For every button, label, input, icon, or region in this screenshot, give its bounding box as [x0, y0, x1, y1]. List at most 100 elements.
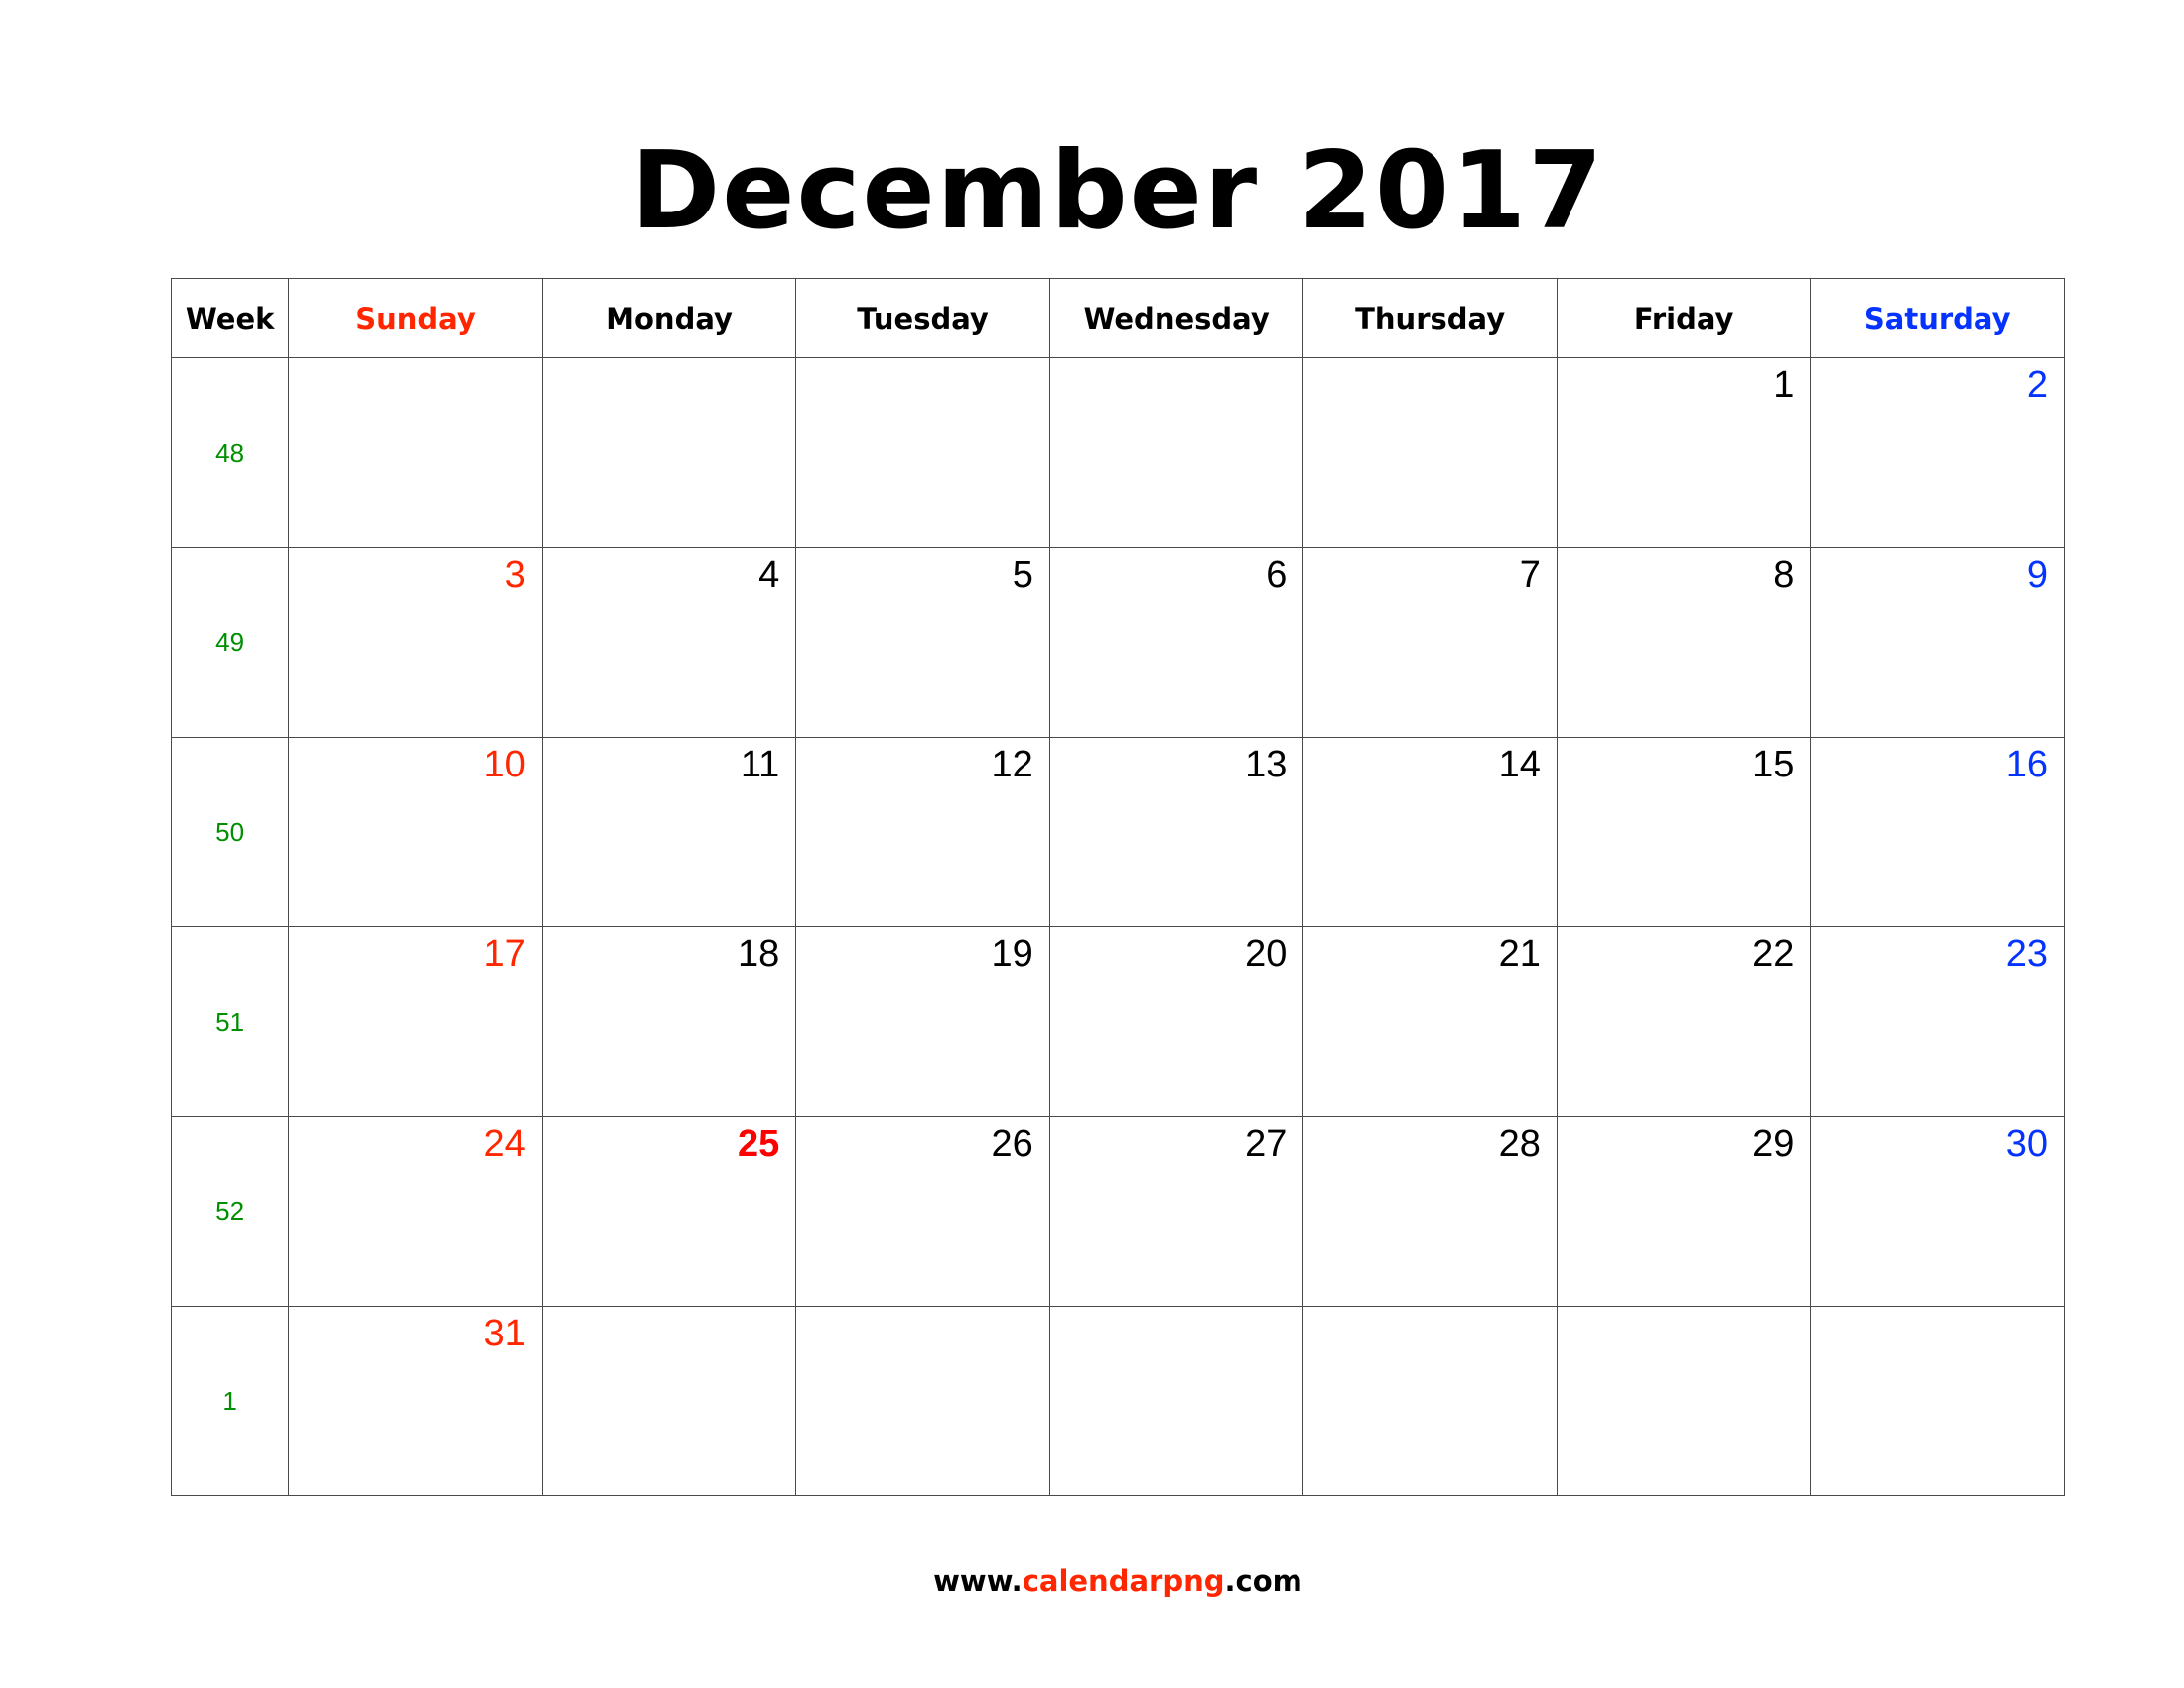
day-cell	[795, 1306, 1050, 1496]
day-cell: 23	[1810, 926, 2065, 1117]
day-number: 19	[991, 933, 1033, 975]
week-row: 52 24 25 26 27 28 29 30	[170, 1116, 2065, 1307]
week-row: 49 3 4 5 6 7 8 9	[170, 547, 2065, 738]
day-cell: 20	[1048, 926, 1304, 1117]
day-number: 3	[504, 554, 526, 596]
footer-url-prefix: www.	[933, 1564, 1023, 1598]
day-number	[289, 358, 542, 364]
day-cell: 1	[1556, 357, 1812, 548]
day-number: 22	[1752, 933, 1795, 975]
day-cell	[1810, 1306, 2065, 1496]
day-number	[1050, 1307, 1303, 1313]
day-cell: 2	[1810, 357, 2065, 548]
day-cell: 30	[1810, 1116, 2065, 1307]
day-number: 28	[1498, 1123, 1541, 1165]
day-cell: 29	[1556, 1116, 1812, 1307]
day-cell: 26	[795, 1116, 1050, 1307]
day-number: 31	[483, 1313, 526, 1354]
day-number: 6	[1266, 554, 1288, 596]
header-friday: Friday	[1556, 278, 1812, 358]
day-number: 13	[1245, 744, 1288, 785]
day-cell	[1302, 1306, 1558, 1496]
header-monday: Monday	[541, 278, 797, 358]
day-cell	[288, 357, 543, 548]
day-number	[1303, 1307, 1557, 1313]
header-sunday: Sunday	[288, 278, 543, 358]
week-row: 51 17 18 19 20 21 22 23	[170, 926, 2065, 1117]
week-number: 51	[170, 926, 290, 1117]
day-number: 11	[740, 744, 780, 785]
day-number: 29	[1752, 1123, 1795, 1165]
day-number	[796, 1307, 1049, 1313]
header-tuesday: Tuesday	[795, 278, 1050, 358]
day-number: 21	[1498, 933, 1541, 975]
day-number	[1811, 1307, 2064, 1313]
week-number: 49	[170, 547, 290, 738]
day-cell	[541, 357, 797, 548]
day-number: 14	[1498, 744, 1541, 785]
day-cell-holiday: 25	[541, 1116, 797, 1307]
day-cell	[1048, 1306, 1304, 1496]
header-week: Week	[170, 278, 290, 358]
week-row: 50 10 11 12 13 14 15 16	[170, 737, 2065, 927]
week-number: 1	[170, 1306, 290, 1496]
day-number: 18	[738, 933, 780, 975]
day-number	[543, 358, 796, 364]
day-cell: 27	[1048, 1116, 1304, 1307]
day-number: 2	[2026, 364, 2048, 406]
day-cell	[795, 357, 1050, 548]
day-number: 16	[2005, 744, 2048, 785]
header-thursday: Thursday	[1302, 278, 1558, 358]
day-cell: 14	[1302, 737, 1558, 927]
day-cell: 5	[795, 547, 1050, 738]
day-number: 30	[2005, 1123, 2048, 1165]
header-wednesday: Wednesday	[1048, 278, 1304, 358]
header-row: Week Sunday Monday Tuesday Wednesday Thu…	[170, 278, 2065, 358]
day-number: 8	[1773, 554, 1795, 596]
day-cell: 10	[288, 737, 543, 927]
day-number: 12	[991, 744, 1033, 785]
day-cell: 3	[288, 547, 543, 738]
footer-url-domain: calendarpng	[1022, 1564, 1225, 1598]
calendar-title: December 2017	[630, 129, 1605, 253]
day-cell: 6	[1048, 547, 1304, 738]
day-number: 26	[991, 1123, 1033, 1165]
week-row: 1 31	[170, 1306, 2065, 1496]
holiday-day-number: 25	[738, 1123, 780, 1165]
footer-url-suffix: .com	[1224, 1564, 1302, 1598]
header-saturday: Saturday	[1810, 278, 2065, 358]
day-cell	[1048, 357, 1304, 548]
day-number: 4	[758, 554, 780, 596]
week-row: 48 1 2	[170, 357, 2065, 548]
day-cell: 16	[1810, 737, 2065, 927]
day-number: 24	[483, 1123, 526, 1165]
day-cell: 9	[1810, 547, 2065, 738]
day-number: 5	[1012, 554, 1033, 596]
calendar-grid: Week Sunday Monday Tuesday Wednesday Thu…	[170, 278, 2065, 1496]
day-number: 20	[1245, 933, 1288, 975]
day-number	[1303, 358, 1557, 364]
day-number: 9	[2026, 554, 2048, 596]
week-number: 48	[170, 357, 290, 548]
day-number	[543, 1307, 796, 1313]
day-cell	[1556, 1306, 1812, 1496]
day-cell	[1302, 357, 1558, 548]
day-cell: 12	[795, 737, 1050, 927]
week-number: 50	[170, 737, 290, 927]
day-number	[1558, 1307, 1811, 1313]
day-cell: 15	[1556, 737, 1812, 927]
day-number	[1050, 358, 1303, 364]
day-cell: 17	[288, 926, 543, 1117]
day-number	[796, 358, 1049, 364]
day-number: 10	[483, 744, 526, 785]
day-cell: 31	[288, 1306, 543, 1496]
day-cell: 4	[541, 547, 797, 738]
day-cell: 7	[1302, 547, 1558, 738]
day-cell: 8	[1556, 547, 1812, 738]
day-cell: 28	[1302, 1116, 1558, 1307]
day-number: 23	[2005, 933, 2048, 975]
day-cell: 24	[288, 1116, 543, 1307]
day-number: 7	[1519, 554, 1541, 596]
footer-url[interactable]: www.calendarpng.com	[0, 1564, 2184, 1598]
day-number: 17	[483, 933, 526, 975]
